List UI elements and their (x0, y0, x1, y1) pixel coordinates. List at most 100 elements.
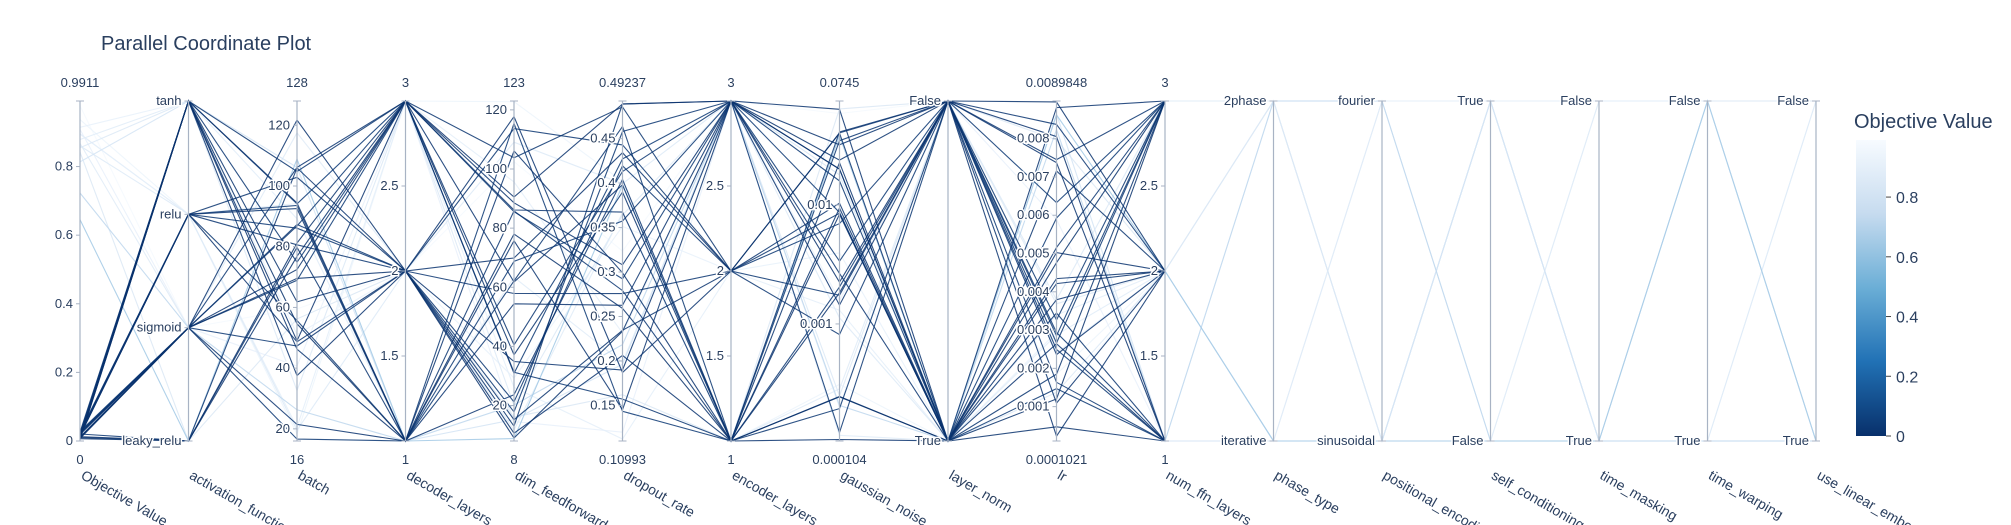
tick-label: 0.003 (1017, 322, 1050, 337)
colorbar-tick-label: 0.8 (1896, 190, 1918, 207)
tick-label: 2 (391, 263, 398, 278)
tick-label: 120 (268, 117, 290, 132)
tick-label: 0.25 (590, 308, 615, 323)
tick-label: relu (160, 206, 182, 221)
axis-min-label: 8 (510, 452, 517, 467)
tick-label: 0.35 (590, 220, 615, 235)
axis-title: lr (1055, 467, 1070, 485)
tick-label: tanh (156, 93, 181, 108)
tick-label: sigmoid (137, 320, 182, 335)
axis-max-label: 128 (286, 75, 308, 90)
tick-label: 2.5 (380, 178, 398, 193)
tick-label: 80 (276, 239, 290, 254)
tick-label: 20 (276, 421, 290, 436)
tick-label: True (1783, 433, 1809, 448)
axis-max-label: 3 (1161, 75, 1168, 90)
tick-label: 0.4 (597, 175, 615, 190)
axis-title: positional_encodi (1381, 467, 1483, 525)
tick-label: True (1457, 93, 1483, 108)
axis-time-masking[interactable]: True False time_masking (1559, 92, 1681, 524)
tick-label: 0.8 (55, 159, 73, 174)
tick-label: 0.45 (590, 131, 615, 146)
tick-label: 0.2 (55, 364, 73, 379)
tick-label: sinusoidal (1317, 433, 1375, 448)
tick-label: 2.5 (1140, 178, 1158, 193)
colorbar-tick-label: 0.2 (1896, 369, 1918, 386)
axis-activation-functio[interactable]: leaky_relu sigmoid relu tanh activation_func… (121, 92, 289, 525)
axis-min-label: 0.10993 (599, 452, 646, 467)
axis-title: dim_feedforward (513, 467, 611, 525)
axis-title: self_conditioning (1489, 467, 1587, 525)
axis-phase-type[interactable]: iterative 2phase phase_type (1219, 92, 1343, 517)
axis-title: activation_functio (187, 467, 289, 525)
colorbar: Objective Value 0 0.2 0.4 0.6 0.8 (1854, 111, 1993, 446)
tick-label: False (909, 93, 941, 108)
axis-max-label: 0.0745 (820, 75, 860, 90)
axis-lr[interactable]: 0.001 0.002 0.003 0.004 0.005 0.006 0.007 0.008… (1015, 75, 1087, 485)
tick-label: 20 (493, 398, 507, 413)
axis-title: Objective Value (79, 467, 171, 525)
tick-label: 100 (268, 178, 290, 193)
tick-label: 60 (276, 299, 290, 314)
tick-label: 0.001 (800, 316, 833, 331)
axis-min-label: 0.000104 (812, 452, 866, 467)
tick-label: 1.5 (380, 348, 398, 363)
axis-title: phase_type (1272, 467, 1343, 517)
axis-title: num_ffn_layers (1164, 467, 1255, 525)
axis-title: use_linear_embe (1815, 467, 1916, 525)
tick-label: 2 (1151, 263, 1158, 278)
axis-title: time_warping (1706, 467, 1786, 522)
tick-label: True (915, 433, 941, 448)
axis-max-label: 123 (503, 75, 525, 90)
axis-title: gaussian_noise (838, 467, 930, 525)
axis-min-label: 16 (290, 452, 304, 467)
axis-max-label: 0.9911 (61, 75, 100, 90)
tick-label: False (1560, 93, 1592, 108)
axis-title: decoder_layers (404, 467, 495, 525)
axis-title: layer_norm (947, 467, 1016, 516)
tick-label: False (1669, 93, 1701, 108)
tick-label: 80 (493, 220, 507, 235)
colorbar-gradient (1856, 140, 1886, 436)
tick-label: 1.5 (706, 348, 724, 363)
tick-label: 0 (66, 433, 73, 448)
tick-label: 0.001 (1017, 399, 1050, 414)
tick-label: 120 (485, 102, 507, 117)
colorbar-tick-label: 0 (1896, 429, 1905, 446)
colorbar-tick-label: 0.4 (1896, 310, 1918, 327)
tick-label: 2phase (1224, 93, 1267, 108)
axis-min-label: 1 (727, 452, 734, 467)
axis-min-label: 0.0001021 (1026, 452, 1087, 467)
axis-time-warping[interactable]: True False time_warping (1667, 92, 1786, 523)
tick-label: iterative (1221, 433, 1267, 448)
axis-title: batch (296, 467, 334, 498)
axis-title: dropout_rate (621, 467, 698, 521)
tick-label: 1.5 (1140, 348, 1158, 363)
tick-label: 60 (493, 279, 507, 294)
tick-label: 0.008 (1017, 131, 1050, 146)
tick-label: False (1452, 433, 1484, 448)
axis-max-label: 0.0089848 (1026, 75, 1087, 90)
tick-label: 0.006 (1017, 207, 1050, 222)
tick-label: 0.15 (590, 397, 615, 412)
colorbar-tick-label: 0.6 (1896, 250, 1918, 267)
tick-label: 0.004 (1017, 284, 1050, 299)
tick-label: 0.007 (1017, 169, 1050, 184)
axis-max-label: 3 (402, 75, 409, 90)
tick-label: 0.002 (1017, 360, 1050, 375)
tick-label: leaky_relu (122, 433, 181, 448)
tick-label: 2.5 (706, 178, 724, 193)
axis-min-label: 0 (76, 452, 83, 467)
tick-label: True (1566, 433, 1592, 448)
tick-label: True (1674, 433, 1700, 448)
tick-label: False (1777, 93, 1809, 108)
chart-title: Parallel Coordinate Plot (101, 33, 312, 55)
axis-min-label: 1 (402, 452, 409, 467)
